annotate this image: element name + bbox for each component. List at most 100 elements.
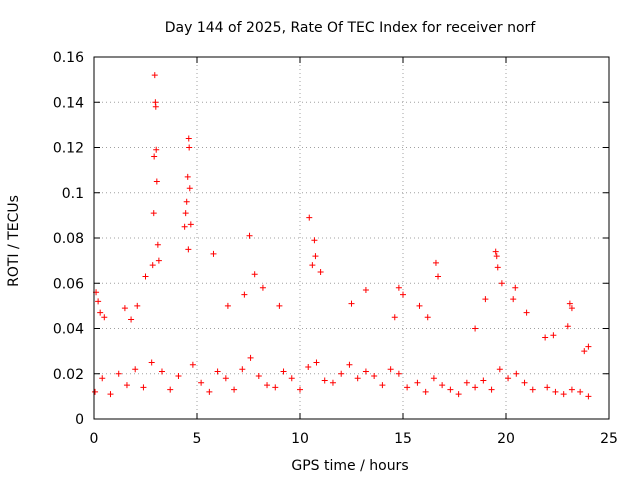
data-point xyxy=(560,391,567,398)
data-point xyxy=(585,393,592,400)
data-point xyxy=(346,361,353,368)
data-point xyxy=(542,334,549,341)
data-point xyxy=(132,366,139,373)
y-tick-label: 0.12 xyxy=(53,141,84,157)
data-point xyxy=(123,382,130,389)
data-point xyxy=(186,185,193,192)
data-point xyxy=(496,366,503,373)
data-point xyxy=(404,384,411,391)
data-point xyxy=(430,375,437,382)
data-point xyxy=(395,284,402,291)
data-point xyxy=(313,359,320,366)
y-tick-label: 0.16 xyxy=(53,50,84,66)
data-point xyxy=(101,314,108,321)
data-point xyxy=(150,210,157,217)
data-point xyxy=(577,388,584,395)
x-tick-label: 10 xyxy=(291,431,309,447)
x-tick-label: 20 xyxy=(497,431,515,447)
data-point xyxy=(128,316,135,323)
data-point xyxy=(92,388,99,395)
data-point xyxy=(280,368,287,375)
data-point xyxy=(182,210,189,217)
data-point xyxy=(288,375,295,382)
data-point xyxy=(167,386,174,393)
data-point xyxy=(97,309,104,316)
data-point xyxy=(206,388,213,395)
data-point xyxy=(99,375,106,382)
data-point xyxy=(362,368,369,375)
data-point xyxy=(181,223,188,230)
data-point xyxy=(424,314,431,321)
data-point xyxy=(488,386,495,393)
data-point xyxy=(521,379,528,386)
data-point xyxy=(231,386,238,393)
data-point xyxy=(568,386,575,393)
y-tick-label: 0.06 xyxy=(53,276,84,292)
data-point xyxy=(321,377,328,384)
data-point xyxy=(183,198,190,205)
axis-ticks: 0 5 10 15 20 25 0 0.02 0.04 0.06 0.08 0.1 0.12 0.14 0.… xyxy=(53,50,618,447)
data-point xyxy=(152,103,159,110)
data-point xyxy=(505,375,512,382)
y-tick-label: 0.02 xyxy=(53,367,84,383)
data-point xyxy=(153,178,160,185)
data-point xyxy=(247,354,254,361)
data-point xyxy=(422,388,429,395)
x-axis-label: GPS time / hours xyxy=(291,458,408,474)
data-point xyxy=(492,248,499,255)
data-point xyxy=(371,373,378,380)
data-point xyxy=(529,386,536,393)
data-point xyxy=(151,72,158,79)
data-point xyxy=(329,379,336,386)
data-point xyxy=(564,323,571,330)
data-point xyxy=(395,370,402,377)
data-point xyxy=(472,384,479,391)
data-point xyxy=(251,271,258,278)
data-point xyxy=(306,214,313,221)
data-point xyxy=(255,373,262,380)
data-point xyxy=(550,332,557,339)
data-point xyxy=(149,262,156,269)
data-point xyxy=(552,388,559,395)
data-point xyxy=(510,296,517,303)
data-point xyxy=(259,284,266,291)
data-point xyxy=(455,391,462,398)
data-point xyxy=(494,264,501,271)
x-tick-label: 0 xyxy=(90,431,99,447)
data-point xyxy=(435,273,442,280)
data-point xyxy=(312,253,319,260)
data-point xyxy=(140,384,147,391)
data-point xyxy=(115,370,122,377)
data-point xyxy=(185,246,192,253)
data-point xyxy=(447,386,454,393)
x-tick-label: 25 xyxy=(600,431,618,447)
data-point xyxy=(148,359,155,366)
y-tick-label: 0 xyxy=(75,412,84,428)
data-point xyxy=(158,368,165,375)
x-tick-label: 15 xyxy=(394,431,412,447)
data-points xyxy=(92,72,592,400)
data-point xyxy=(107,391,114,398)
data-point xyxy=(362,287,369,294)
y-tick-label: 0.04 xyxy=(53,322,84,338)
data-point xyxy=(309,262,316,269)
data-point xyxy=(264,382,271,389)
y-tick-label: 0.08 xyxy=(53,231,84,247)
chart-title: Day 144 of 2025, Rate Of TEC Index for r… xyxy=(165,20,537,36)
data-point xyxy=(400,291,406,298)
data-point xyxy=(354,375,361,382)
data-point xyxy=(214,368,221,375)
data-point xyxy=(387,366,394,373)
data-point xyxy=(317,268,324,275)
y-tick-label: 0.14 xyxy=(53,95,84,111)
data-point xyxy=(432,259,439,266)
data-point xyxy=(224,302,231,309)
grid-lines xyxy=(94,57,609,419)
data-point xyxy=(482,296,489,303)
data-point xyxy=(175,373,182,380)
data-point xyxy=(498,280,505,287)
data-point xyxy=(121,305,128,312)
data-point xyxy=(585,343,592,350)
data-point xyxy=(151,153,158,160)
